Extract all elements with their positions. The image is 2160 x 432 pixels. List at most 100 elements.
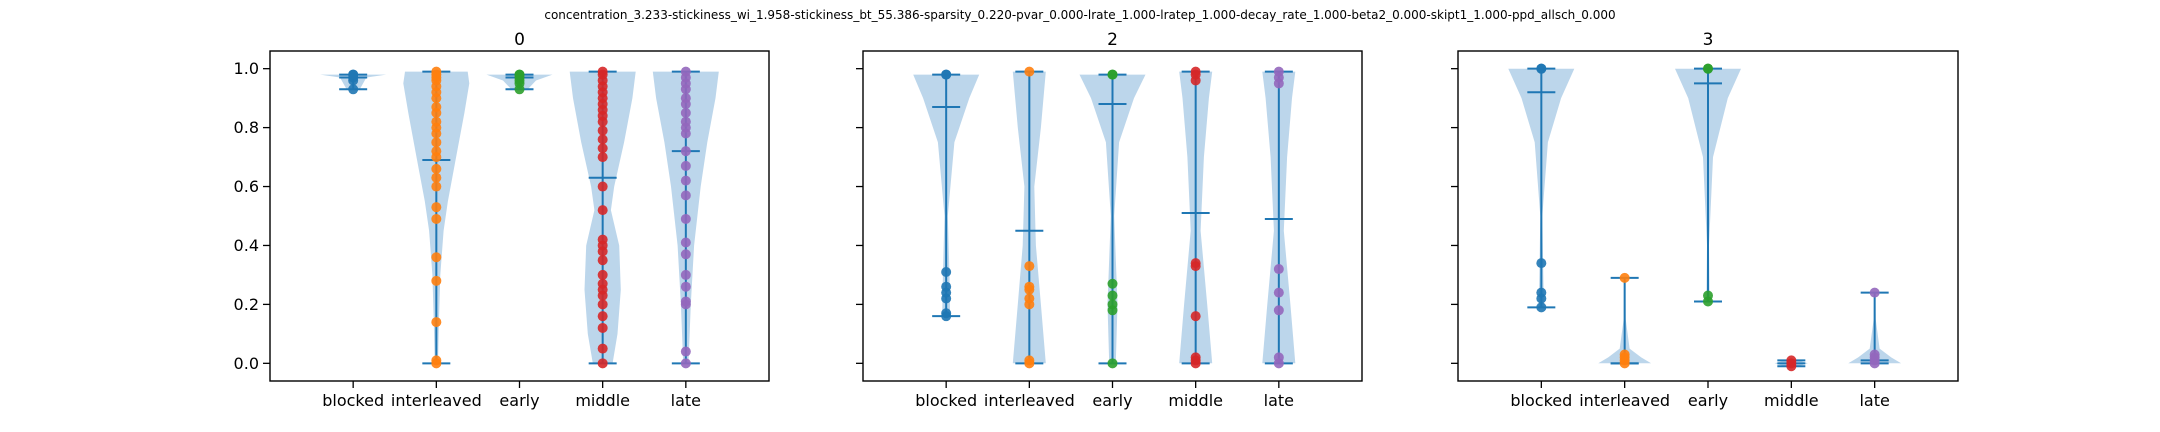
data-point xyxy=(1024,261,1035,272)
x-tick-label: late xyxy=(1859,391,1889,410)
violin-interleaved xyxy=(1598,272,1652,369)
panel-2: 3 blocked interleaved early middle late xyxy=(1451,30,1959,410)
data-point xyxy=(431,172,442,183)
data-point xyxy=(941,281,952,292)
data-point xyxy=(680,346,691,357)
data-point xyxy=(431,317,442,328)
violin-interleaved xyxy=(1012,66,1046,369)
data-point xyxy=(1273,264,1284,275)
data-point xyxy=(431,202,442,213)
violin-early xyxy=(1675,63,1741,307)
data-point xyxy=(431,213,442,224)
violin-late xyxy=(1262,66,1296,369)
data-point xyxy=(1536,287,1547,298)
data-point xyxy=(941,308,952,319)
data-point xyxy=(1107,278,1118,289)
y-tick-label: 0.0 xyxy=(234,354,259,373)
data-point xyxy=(1024,293,1035,304)
violin-interleaved xyxy=(403,66,470,369)
data-point xyxy=(431,137,442,148)
violin-blocked xyxy=(320,69,387,95)
violin-early xyxy=(486,69,553,95)
data-point xyxy=(680,296,691,307)
data-point xyxy=(597,311,608,322)
x-tick-label: middle xyxy=(1168,391,1223,410)
data-point xyxy=(1190,352,1201,363)
x-tick-label: interleaved xyxy=(984,391,1075,410)
data-point xyxy=(1786,355,1797,366)
data-point xyxy=(597,278,608,289)
x-tick-label: late xyxy=(671,391,701,410)
data-point xyxy=(348,69,359,80)
data-point xyxy=(680,249,691,260)
data-point xyxy=(597,299,608,310)
data-point xyxy=(680,146,691,157)
data-point xyxy=(680,116,691,127)
data-point xyxy=(1190,258,1201,269)
data-point xyxy=(1273,352,1284,363)
data-point xyxy=(1107,290,1118,301)
data-point xyxy=(597,255,608,266)
data-point xyxy=(597,343,608,354)
data-point xyxy=(597,125,608,136)
data-point xyxy=(1190,311,1201,322)
chart-panels: 0 0.0 0.2 0.4 0.6 0.8 1.0 blocked interleaved ear… xyxy=(234,30,1959,410)
data-point xyxy=(431,116,442,127)
data-point xyxy=(1107,299,1118,310)
violin-middle xyxy=(569,66,636,369)
data-point xyxy=(1619,349,1630,360)
x-tick-label: early xyxy=(1688,391,1728,410)
panel-title: 0 xyxy=(514,30,525,50)
data-point xyxy=(680,213,691,224)
panel-1: 2 blocked interleaved early middle late xyxy=(856,30,1363,410)
y-tick-label: 0.8 xyxy=(234,118,259,137)
violin-early xyxy=(1079,69,1146,369)
x-tick-label: middle xyxy=(575,391,630,410)
data-point xyxy=(1869,287,1880,298)
data-point xyxy=(1869,349,1880,360)
plot-frame xyxy=(1457,50,1959,382)
plot-frame xyxy=(269,50,770,382)
data-point xyxy=(431,146,442,157)
x-tick-label: blocked xyxy=(915,391,977,410)
panel-title: 3 xyxy=(1703,30,1714,50)
x-tick-label: middle xyxy=(1764,391,1819,410)
data-point xyxy=(680,93,691,104)
data-point xyxy=(597,143,608,154)
data-point xyxy=(597,152,608,163)
x-tick-label: late xyxy=(1264,391,1294,410)
x-tick-label: interleaved xyxy=(1579,391,1670,410)
data-point xyxy=(680,237,691,248)
panel-title: 2 xyxy=(1107,30,1118,50)
data-point xyxy=(431,181,442,192)
violin-middle xyxy=(1774,355,1808,372)
data-point xyxy=(1619,272,1630,283)
data-point xyxy=(680,358,691,369)
data-point xyxy=(941,69,952,80)
data-point xyxy=(597,181,608,192)
data-point xyxy=(597,358,608,369)
data-point xyxy=(514,69,525,80)
data-point xyxy=(431,163,442,174)
plot-frame xyxy=(862,50,1363,382)
data-point xyxy=(1024,355,1035,366)
data-point xyxy=(597,322,608,333)
data-point xyxy=(1107,69,1118,80)
data-point xyxy=(680,269,691,280)
data-point xyxy=(680,160,691,171)
violin-blocked xyxy=(913,69,980,322)
data-point xyxy=(1107,358,1118,369)
x-tick-label: blocked xyxy=(1510,391,1572,410)
y-tick-label: 0.2 xyxy=(234,295,259,314)
data-point xyxy=(597,269,608,280)
x-tick-label: early xyxy=(499,391,539,410)
y-tick-label: 1.0 xyxy=(234,59,259,78)
violin-middle xyxy=(1179,66,1213,369)
y-tick-label: 0.6 xyxy=(234,177,259,196)
violin-blocked xyxy=(1508,63,1575,313)
data-point xyxy=(1536,258,1547,269)
data-point xyxy=(1536,63,1547,74)
data-point xyxy=(431,275,442,286)
data-point xyxy=(348,84,359,95)
data-point xyxy=(680,175,691,186)
